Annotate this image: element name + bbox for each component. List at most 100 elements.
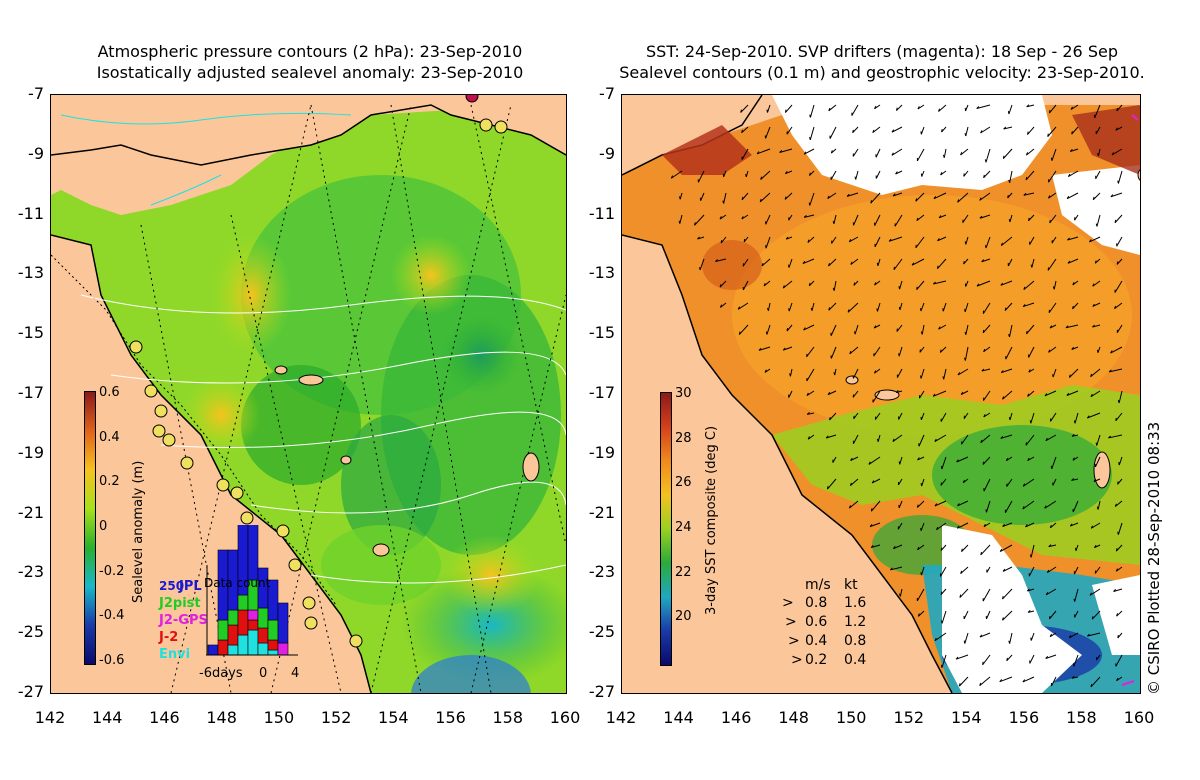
- right-y-tick: -23: [588, 562, 615, 582]
- left-y-tick: -27: [17, 682, 44, 701]
- sealevel-anomaly-map: Sealevel anomaly (m) 250 Data count 0.6 0…: [50, 94, 567, 694]
- right-x-tick: 160: [1123, 708, 1155, 727]
- left-y-tick: -19: [17, 442, 44, 462]
- inset-xtick: -6days: [199, 666, 243, 681]
- histogram-bar: [267, 649, 279, 656]
- left-x-tick: 144: [91, 708, 123, 727]
- left-x-tick: 154: [378, 708, 409, 727]
- histogram-bar: [217, 639, 229, 656]
- colorbar-tick-label: -0.6: [99, 653, 125, 668]
- right-y-tick: -7: [599, 84, 615, 103]
- right-y-tick: -27: [588, 682, 615, 701]
- right-y-tick: -11: [588, 203, 615, 223]
- australia-land: [51, 235, 371, 693]
- inset-legend-item: JPL: [179, 579, 202, 594]
- right-y-tick: -15: [588, 323, 615, 343]
- inset-xtick: 4: [291, 666, 300, 681]
- histogram-bar: [257, 627, 269, 644]
- histogram-bar: [247, 619, 259, 631]
- sst-colorbar: [660, 392, 672, 666]
- left-y-tick: -7: [28, 84, 44, 103]
- sealevel-colorbar-label: Sealevel anomaly (m): [131, 460, 146, 603]
- sst-colorbar-label: 3-day SST composite (deg C): [704, 425, 719, 615]
- histogram-bar: [237, 609, 249, 636]
- histogram-bar: [227, 609, 239, 626]
- histogram-bar: [277, 642, 289, 656]
- histogram-bar: [217, 619, 229, 641]
- histogram-bar: [257, 607, 269, 629]
- right-title-line1: SST: 24-Sep-2010. SVP drifters (magenta)…: [646, 42, 1118, 61]
- sst-australia-land: [622, 235, 952, 693]
- data-count-histogram: [206, 525, 298, 656]
- sst-map-graphic: [622, 95, 1140, 693]
- inset-legend-item: J-2: [159, 630, 179, 645]
- new-guinea-land: [51, 95, 566, 165]
- left-x-tick: 146: [149, 708, 180, 727]
- right-x-tick: 154: [951, 708, 982, 727]
- left-x-tick: 160: [549, 708, 581, 727]
- cloud-mask-north: [772, 95, 1052, 195]
- left-y-tick: -23: [17, 562, 44, 582]
- right-x-tick: 142: [605, 708, 637, 727]
- colorbar-tick-label: 26: [675, 475, 692, 491]
- velocity-legend-ms: 0.4: [805, 633, 828, 649]
- velocity-legend-ms: 0.6: [805, 614, 828, 630]
- histogram-bar: [237, 594, 249, 611]
- velocity-legend: m/s kt >0.8 1.6 >0.6 1.2 >0.4 0.8 >0.2 0.4: [772, 577, 902, 668]
- plot-credit: © CSIRO Plotted 28-Sep-2010 08:33: [1145, 421, 1163, 695]
- colorbar-tick-label: -0.2: [99, 563, 125, 579]
- sealevel-map-graphic: [51, 95, 566, 693]
- velocity-legend-kt: 1.2: [844, 614, 867, 630]
- histogram-bar: [247, 525, 259, 581]
- velocity-legend-kt: 0.8: [844, 633, 867, 649]
- left-x-tick: 150: [263, 708, 295, 727]
- velocity-legend-kt-header: kt: [844, 577, 858, 593]
- velocity-legend-arrow: >: [782, 595, 794, 611]
- right-y-tick: -9: [599, 143, 615, 163]
- left-x-tick: 142: [34, 708, 66, 727]
- inset-legend-item: J2pist: [159, 596, 201, 611]
- right-y-tick: -19: [588, 442, 615, 462]
- left-y-tick: -15: [17, 323, 44, 343]
- inset-max-label: 250: [159, 579, 185, 593]
- left-title-line1: Atmospheric pressure contours (2 hPa): 2…: [97, 42, 523, 61]
- velocity-legend-arrow: >: [791, 652, 803, 668]
- histogram-bar: [227, 624, 239, 646]
- left-y-tick: -25: [17, 622, 44, 642]
- colorbar-tick-label: 0.2: [99, 474, 120, 490]
- colorbar-tick-label: 0.6: [99, 385, 120, 400]
- colorbar-tick-label: 24: [675, 520, 692, 535]
- cloud-mask-south: [942, 525, 1082, 693]
- velocity-legend-arrow: >: [785, 614, 797, 630]
- left-x-tick: 148: [206, 708, 237, 727]
- colorbar-tick-label: -0.4: [99, 608, 125, 624]
- histogram-bar: [227, 644, 239, 656]
- velocity-legend-kt: 0.4: [844, 652, 867, 668]
- velocity-arrows: [670, 104, 1123, 688]
- histogram-bar: [237, 634, 249, 656]
- right-x-tick: 148: [778, 708, 809, 727]
- data-count-inset: [206, 525, 301, 665]
- velocity-legend-kt: 1.6: [844, 595, 867, 611]
- velocity-legend-ms: 0.8: [805, 595, 828, 611]
- inset-title: Data count: [204, 576, 271, 590]
- colorbar-tick-label: 28: [675, 430, 692, 446]
- left-x-tick: 156: [435, 708, 466, 727]
- sst-map: 3-day SST composite (deg C) m/s kt >0.8 1…: [621, 94, 1141, 694]
- right-x-tick: 152: [893, 708, 925, 727]
- colorbar-tick-label: 0: [99, 519, 108, 534]
- velocity-legend-arrow: >: [788, 633, 800, 649]
- inset-legend-item: J2-GPS: [159, 613, 208, 628]
- right-y-tick: -17: [588, 383, 615, 402]
- right-x-tick: 156: [1008, 708, 1040, 727]
- histogram-bar: [247, 609, 259, 621]
- left-x-tick: 152: [320, 708, 352, 727]
- histogram-bar: [257, 642, 269, 656]
- colorbar-tick-label: 30: [675, 386, 692, 401]
- velocity-legend-ms: 0.2: [805, 652, 828, 668]
- colorbar-tick-label: 0.4: [99, 429, 120, 445]
- histogram-bar: [277, 602, 289, 644]
- histogram-bar: [247, 629, 259, 656]
- colorbar-tick-label: 22: [675, 564, 692, 580]
- right-y-tick: -25: [588, 622, 615, 642]
